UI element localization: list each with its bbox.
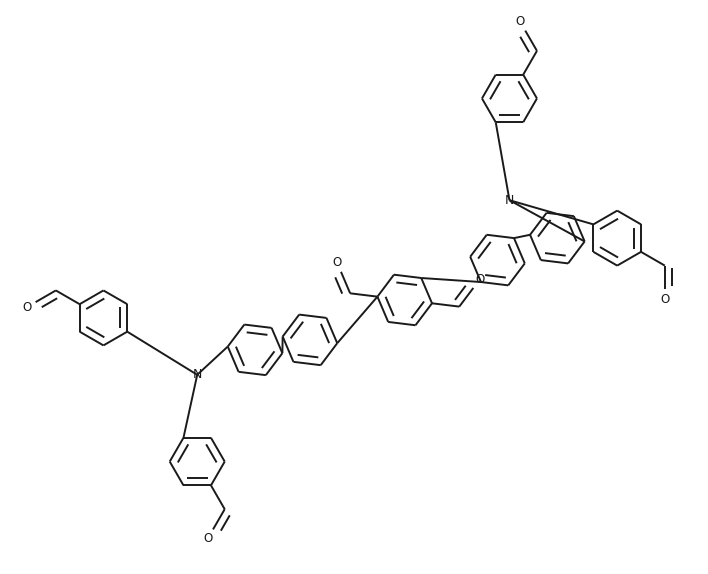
- Text: N: N: [193, 369, 202, 381]
- Text: N: N: [505, 193, 514, 207]
- Text: O: O: [332, 256, 341, 269]
- Text: O: O: [515, 15, 525, 28]
- Text: O: O: [203, 532, 212, 545]
- Text: O: O: [22, 301, 31, 314]
- Text: O: O: [475, 273, 484, 286]
- Text: O: O: [660, 293, 670, 306]
